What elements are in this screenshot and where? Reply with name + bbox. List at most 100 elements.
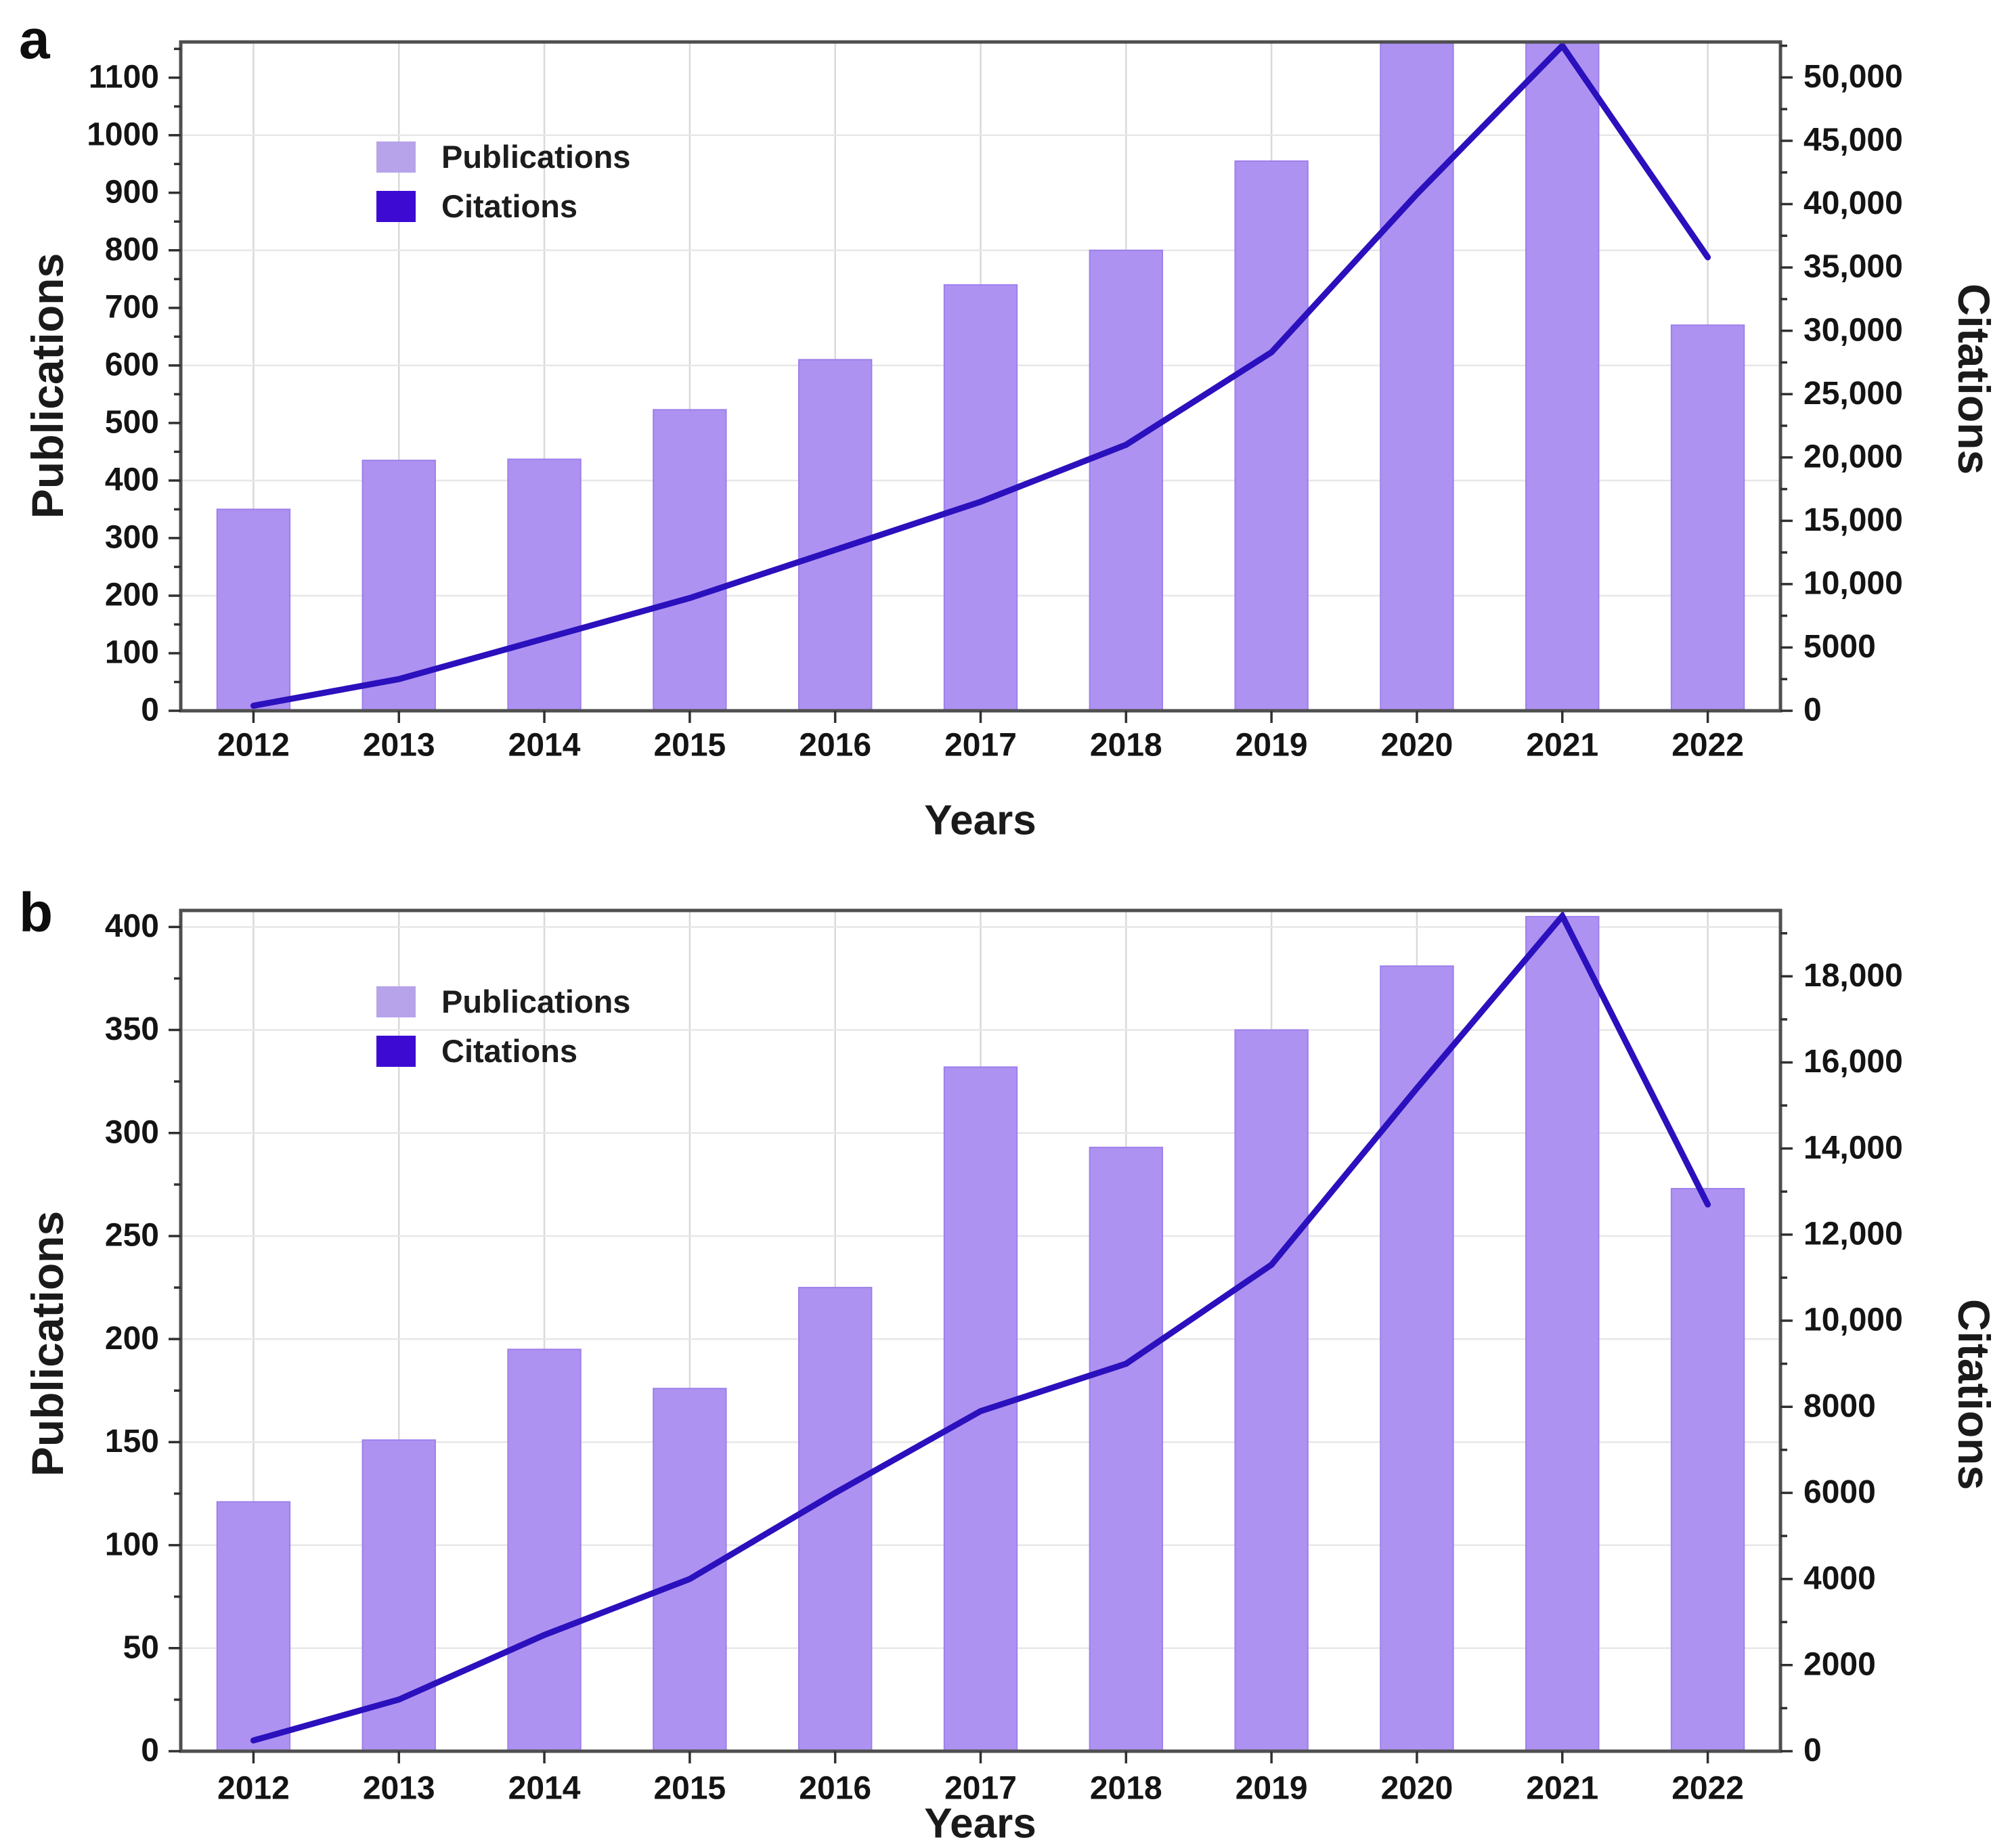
xtick-label-2018: 2018	[1090, 728, 1162, 764]
panel-b-left-axis-title: Publications	[22, 1210, 72, 1477]
ytick-right-label-18000: 18,000	[1803, 958, 1903, 994]
ytick-right-label-0: 0	[1803, 1733, 1822, 1769]
xtick-label-2020: 2020	[1381, 728, 1453, 764]
ytick-left-label-1100: 1100	[89, 59, 159, 95]
bar-2019	[1234, 160, 1309, 711]
ytick-left-label-400: 400	[105, 462, 159, 498]
bar-2018	[1089, 1147, 1164, 1751]
bar-2016	[797, 1287, 873, 1751]
bar-2020	[1380, 42, 1454, 711]
ytick-left-label-900: 900	[105, 174, 159, 210]
bar-2015	[653, 1388, 727, 1751]
xtick-label-2018: 2018	[1090, 1771, 1162, 1807]
panel-b-legend-publications: Publications	[376, 986, 630, 1017]
ytick-right-label-4000: 4000	[1803, 1560, 1876, 1596]
ytick-right-label-25000: 25,000	[1803, 376, 1903, 412]
panel-b-legend-citations: Citations	[376, 1035, 630, 1067]
ytick-left-label-100: 100	[105, 1526, 159, 1562]
ytick-left-label-250: 250	[105, 1218, 159, 1254]
panel-a-legend-citations: Citations	[376, 190, 630, 222]
bar-2018	[1089, 249, 1164, 711]
ytick-right-label-5000: 5000	[1803, 629, 1876, 665]
panel-b-right-axis-title: Citations	[1949, 1298, 1999, 1491]
xtick-label-2019: 2019	[1235, 728, 1308, 764]
ytick-right-label-0: 0	[1803, 692, 1822, 728]
xtick-label-2013: 2013	[363, 1771, 435, 1807]
panel-a-legend-publications: Publications	[376, 141, 630, 173]
ytick-left-label-300: 300	[105, 1114, 159, 1150]
bar-2021	[1525, 42, 1600, 711]
ytick-right-label-40000: 40,000	[1803, 185, 1903, 221]
ytick-right-label-45000: 45,000	[1803, 123, 1903, 158]
citations-line	[250, 42, 1711, 709]
xtick-label-2022: 2022	[1671, 728, 1744, 764]
xtick-label-2022: 2022	[1671, 1771, 1744, 1807]
citations-line	[250, 910, 1711, 1744]
legend-publications-label: Publications	[441, 139, 631, 175]
xtick-label-2014: 2014	[508, 728, 581, 764]
xtick-label-2014: 2014	[508, 1771, 581, 1807]
ytick-right-label-12000: 12,000	[1803, 1216, 1903, 1252]
bar-2022	[1670, 324, 1745, 711]
ytick-left-label-500: 500	[105, 405, 159, 441]
publications-swatch-icon	[376, 986, 416, 1017]
panel-a-label: a	[19, 9, 50, 70]
bar-2021	[1525, 916, 1600, 1751]
ytick-left-label-300: 300	[105, 520, 159, 556]
ytick-right-label-35000: 35,000	[1803, 249, 1903, 285]
bar-2020	[1380, 965, 1454, 1751]
bar-2013	[362, 460, 436, 711]
ytick-left-label-50: 50	[123, 1629, 159, 1665]
bar-2015	[653, 409, 727, 711]
xtick-label-2021: 2021	[1526, 1771, 1598, 1807]
xtick-label-2020: 2020	[1381, 1771, 1453, 1807]
ytick-right-label-2000: 2000	[1803, 1646, 1876, 1682]
legend-citations-label: Citations	[441, 188, 578, 224]
publications-bars	[216, 916, 1745, 1751]
panel-b-chart-canvas: 0501001502002503003504000200040006000800…	[105, 908, 1903, 1807]
panel-a-left-axis-title: Publications	[22, 252, 72, 519]
ytick-right-label-8000: 8000	[1803, 1388, 1876, 1424]
panel-a-chart-canvas: 0 100 200 300 400 500 600 700 800 900 1000 1100 0 500…	[87, 40, 1903, 764]
panel-b-x-axis-title: Years	[924, 1800, 1036, 1847]
xtick-label-2015: 2015	[653, 728, 726, 764]
ytick-right-label-10000: 10,000	[1803, 566, 1903, 602]
ytick-right-label-20000: 20,000	[1803, 439, 1903, 475]
panel-a-legend: Publications Citations	[376, 141, 630, 222]
bar-2019	[1234, 1029, 1309, 1751]
ytick-right-label-16000: 16,000	[1803, 1044, 1903, 1080]
bar-2014	[507, 1348, 582, 1751]
ytick-left-label-200: 200	[105, 1321, 159, 1357]
xtick-label-2021: 2021	[1526, 728, 1598, 764]
panel-b-legend: Publications Citations	[376, 986, 630, 1067]
xtick-label-2019: 2019	[1235, 1771, 1308, 1807]
xtick-label-2016: 2016	[799, 1771, 871, 1807]
panel-a-right-axis-title: Citations	[1949, 283, 1999, 475]
bar-2017	[943, 284, 1018, 711]
xtick-label-2012: 2012	[217, 728, 290, 764]
ytick-right-label-10000: 10,000	[1803, 1302, 1903, 1338]
publications-bars	[216, 42, 1745, 711]
legend-publications-label: Publications	[441, 984, 631, 1019]
ytick-left-label-1000: 1000	[87, 116, 159, 152]
ytick-left-label-400: 400	[105, 908, 159, 944]
bar-2012	[216, 508, 291, 711]
ytick-left-label-0: 0	[141, 1733, 159, 1769]
ytick-left-label-200: 200	[105, 577, 159, 613]
ytick-left-label-150: 150	[105, 1424, 159, 1459]
xtick-label-2015: 2015	[653, 1771, 726, 1807]
xtick-label-2017: 2017	[944, 728, 1017, 764]
ytick-right-label-30000: 30,000	[1803, 312, 1903, 348]
ytick-right-label-14000: 14,000	[1803, 1130, 1903, 1166]
ytick-left-label-800: 800	[105, 232, 159, 267]
panel-a-x-axis-title: Years	[924, 797, 1036, 844]
xtick-label-2017: 2017	[944, 1771, 1017, 1807]
ytick-left-label-600: 600	[105, 347, 159, 383]
ytick-left-label-700: 700	[105, 289, 159, 325]
xtick-label-2016: 2016	[799, 728, 871, 764]
panel-b-label: b	[19, 882, 53, 944]
bar-2022	[1670, 1187, 1745, 1751]
bar-2012	[216, 1501, 291, 1751]
ytick-right-label-50000: 50,000	[1803, 59, 1903, 95]
